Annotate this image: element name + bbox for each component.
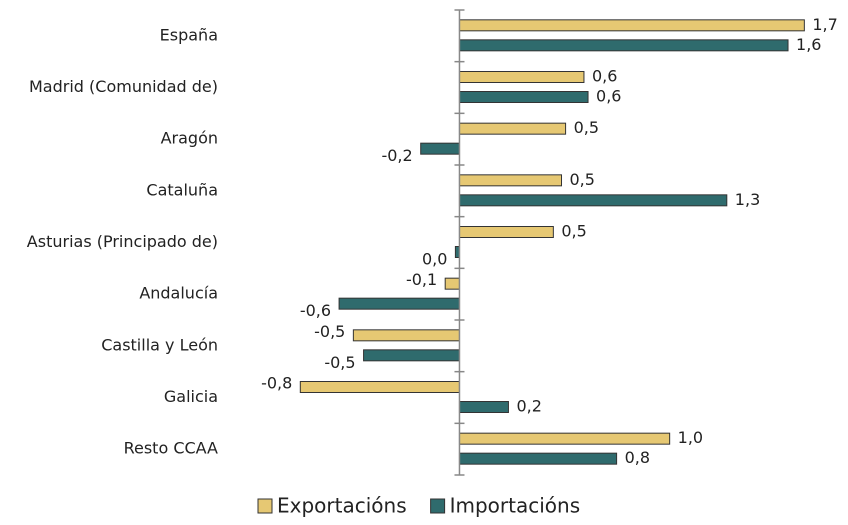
value-label: 0,2 bbox=[516, 397, 541, 416]
category-label: Resto CCAA bbox=[124, 439, 218, 458]
value-label: -0,2 bbox=[381, 146, 412, 165]
bar bbox=[420, 142, 460, 155]
category-label: Galicia bbox=[164, 387, 218, 406]
bar bbox=[458, 39, 789, 52]
bar bbox=[338, 297, 460, 310]
legend-swatch bbox=[257, 498, 273, 514]
bar bbox=[458, 174, 563, 187]
legend-label: Importacións bbox=[450, 494, 581, 518]
bar bbox=[458, 71, 585, 83]
category-label: Cataluña bbox=[146, 180, 218, 199]
value-label: 0,6 bbox=[596, 87, 621, 106]
bar bbox=[458, 401, 509, 413]
value-label: -0,5 bbox=[314, 322, 345, 341]
value-label: 0,5 bbox=[561, 222, 586, 241]
bar bbox=[458, 226, 554, 238]
category-label: Aragón bbox=[161, 129, 218, 148]
value-label: -0,1 bbox=[406, 270, 437, 289]
value-label: 0,0 bbox=[422, 250, 447, 269]
value-label: 0,5 bbox=[570, 170, 595, 189]
value-label: -0,6 bbox=[300, 301, 331, 320]
bar bbox=[299, 381, 460, 393]
value-label: -0,8 bbox=[261, 374, 292, 393]
bar bbox=[363, 349, 460, 362]
value-label: 1,6 bbox=[796, 35, 821, 54]
legend-label: Exportacións bbox=[277, 494, 407, 518]
bar bbox=[444, 277, 460, 290]
value-label: 1,3 bbox=[735, 190, 760, 209]
value-label: -0,5 bbox=[324, 353, 355, 372]
bar bbox=[458, 452, 618, 465]
category-label: Madrid (Comunidad de) bbox=[29, 77, 218, 96]
value-label: 0,8 bbox=[625, 448, 650, 467]
category-label: Asturias (Principado de) bbox=[27, 232, 218, 251]
category-label: España bbox=[160, 25, 218, 44]
category-label: Andalucía bbox=[139, 284, 218, 303]
value-label: 1,7 bbox=[812, 15, 837, 34]
bar bbox=[458, 91, 589, 103]
category-label: Castilla y León bbox=[101, 335, 218, 354]
legend-swatch bbox=[430, 498, 446, 514]
value-label: 0,5 bbox=[574, 118, 599, 137]
value-label: 1,0 bbox=[678, 428, 703, 447]
bar bbox=[458, 194, 728, 207]
bar bbox=[458, 432, 671, 445]
value-label: 0,6 bbox=[592, 67, 617, 86]
bar bbox=[352, 329, 460, 342]
bar bbox=[458, 122, 567, 135]
bar bbox=[458, 19, 805, 32]
